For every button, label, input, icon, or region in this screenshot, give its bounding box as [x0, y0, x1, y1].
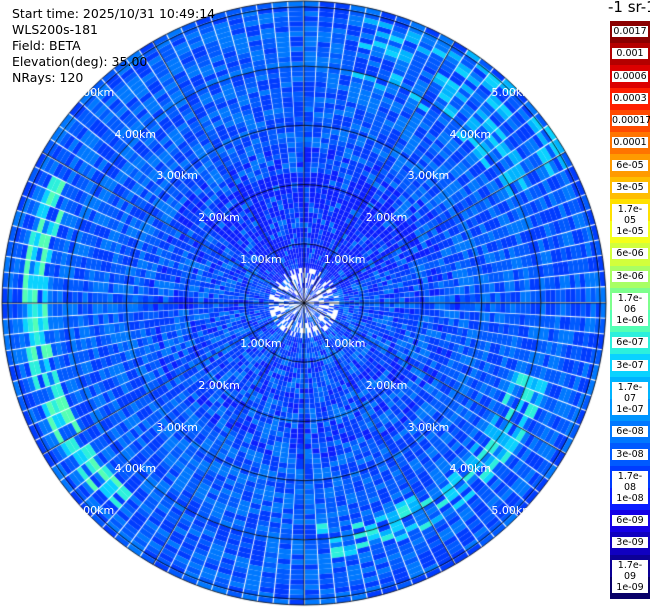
- colorbar-tick-label: 0.00017: [612, 115, 650, 127]
- range-ring-label: 1.00km: [240, 253, 282, 267]
- colorbar-tick-label: 1e-08: [612, 492, 648, 504]
- colorbar-tick-label: 0.0001: [612, 137, 648, 149]
- colorbar-tick-label: 0.0017: [612, 26, 648, 38]
- colorbar-tick-label: 3e-06: [612, 270, 648, 282]
- colorbar-tick-label: 0.0006: [612, 70, 648, 82]
- range-ring-label: 1.00km: [323, 253, 366, 267]
- range-ring-label: 4.00km: [114, 462, 157, 476]
- colorbar-tick-label: 3e-09: [612, 537, 648, 549]
- range-ring-label: 5.00km: [491, 85, 533, 99]
- field-label: Field: BETA: [12, 38, 81, 53]
- colorbar-tick-label: 6e-08: [612, 426, 648, 438]
- colorbar-tick-label: 1.7e-06: [612, 292, 648, 315]
- range-ring-label: 3.00km: [407, 420, 450, 434]
- colorbar-units-label: -1 sr-1: [608, 0, 650, 16]
- colorbar-tick-label: 6e-05: [612, 159, 648, 171]
- range-ring-label: 3.00km: [407, 169, 450, 183]
- range-ring-label: 4.00km: [449, 462, 492, 476]
- colorbar-tick-label: 0.001: [612, 48, 648, 60]
- elevation-label: Elevation(deg): 35.00: [12, 54, 148, 69]
- colorbar-tick-label: 1e-05: [612, 226, 648, 238]
- range-ring-label: 5.00km: [72, 85, 115, 99]
- range-ring-label: 3.00km: [156, 420, 198, 434]
- range-ring-label: 1.00km: [240, 336, 282, 350]
- colorbar-tick-label: 1e-09: [612, 581, 648, 593]
- colorbar-tick-label: 1e-07: [612, 404, 648, 416]
- colorbar-tick-label: 1.7e-09: [612, 559, 648, 582]
- colorbar-tick-label: 0.0003: [612, 92, 648, 104]
- range-ring-label: 2.00km: [365, 211, 408, 225]
- colorbar-tick-label: 6e-09: [612, 515, 648, 527]
- colorbar-tick-label: 1e-06: [612, 315, 648, 327]
- colorbar-tick-label: 6e-06: [612, 248, 648, 260]
- colorbar-tick-label: 3e-05: [612, 181, 648, 193]
- range-ring-label: 3.00km: [156, 169, 198, 183]
- start-time-label: Start time: 2025/10/31 10:49:14: [12, 6, 216, 21]
- colorbar-tick-label: 1.7e-05: [612, 203, 648, 226]
- colorbar-tick-label: 3e-07: [612, 359, 648, 371]
- colorbar-tick-label: 6e-07: [612, 337, 648, 349]
- range-ring-label: 1.00km: [323, 336, 366, 350]
- range-ring-label: 2.00km: [365, 378, 408, 392]
- range-ring-label: 2.00km: [198, 211, 240, 225]
- range-ring-label: 4.00km: [114, 127, 157, 141]
- range-ring-label: 5.00km: [72, 504, 115, 518]
- colorbar-tick-label: 1.7e-07: [612, 381, 648, 404]
- colorbar-tick-label: 3e-08: [612, 448, 648, 460]
- range-ring-label: 4.00km: [449, 127, 492, 141]
- instrument-label: WLS200s-181: [12, 22, 98, 37]
- colorbar-tick-label: 1.7e-08: [612, 470, 648, 493]
- range-ring-label: 5.00km: [491, 504, 533, 518]
- nrays-label: NRays: 120: [12, 70, 84, 85]
- range-ring-label: 2.00km: [198, 378, 240, 392]
